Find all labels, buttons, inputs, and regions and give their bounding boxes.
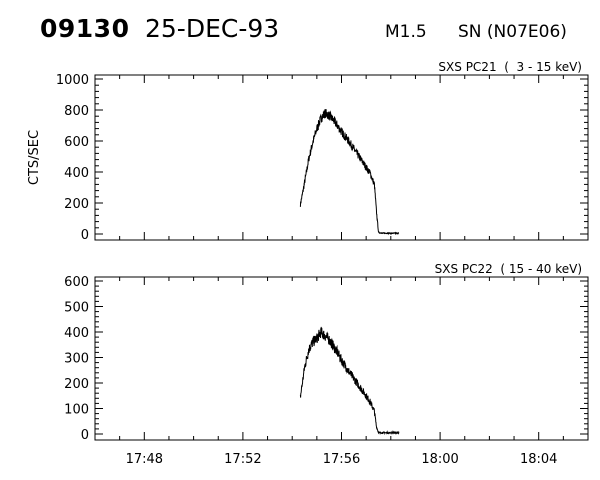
series-line-2-1	[299, 326, 400, 436]
y-axis-label: CTS/SEC	[27, 130, 42, 185]
series-line-1-1	[299, 109, 400, 236]
panel-title: SXS PC22 ( 15 - 40 keV)	[435, 262, 582, 276]
x-tick-label: 18:00	[421, 452, 458, 467]
y-tick-label: 800	[64, 104, 89, 119]
y-tick-label: 1000	[56, 73, 89, 88]
x-tick-label: 17:56	[323, 452, 360, 467]
y-tick-label: 400	[64, 166, 89, 181]
x-tick-label: 17:52	[224, 452, 261, 467]
event-id: 09130	[40, 14, 130, 43]
x-tick-label: 17:48	[126, 452, 163, 467]
y-tick-label: 500	[64, 301, 89, 316]
y-tick-label: 200	[64, 197, 89, 212]
y-tick-label: 100	[64, 403, 89, 418]
y-tick-label: 200	[64, 377, 89, 392]
panel-title: SXS PC21 ( 3 - 15 keV)	[438, 60, 582, 74]
x-tick-label: 18:04	[520, 452, 557, 467]
flare-class: M1.5	[385, 22, 427, 42]
y-tick-label: 400	[64, 326, 89, 341]
y-tick-label: 0	[81, 428, 89, 443]
y-tick-label: 600	[64, 275, 89, 290]
y-tick-label: 300	[64, 352, 89, 367]
y-tick-label: 600	[64, 135, 89, 150]
event-date: 25-DEC-93	[145, 14, 280, 43]
plot-frame-1	[94, 74, 589, 241]
flare-location: SN (N07E06)	[458, 22, 567, 42]
y-tick-label: 0	[81, 228, 89, 243]
